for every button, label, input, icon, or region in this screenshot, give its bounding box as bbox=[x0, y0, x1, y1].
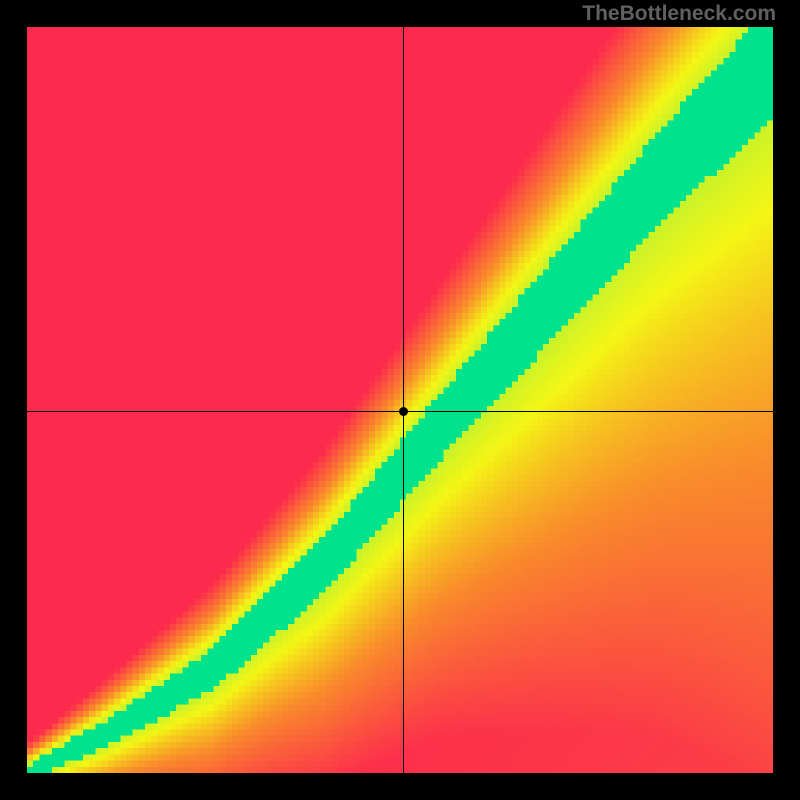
watermark-text: TheBottleneck.com bbox=[582, 2, 776, 26]
bottleneck-heatmap bbox=[27, 27, 773, 773]
crosshair-dot bbox=[399, 407, 408, 416]
crosshair-vertical bbox=[403, 27, 404, 773]
chart-container: TheBottleneck.com bbox=[0, 0, 800, 800]
